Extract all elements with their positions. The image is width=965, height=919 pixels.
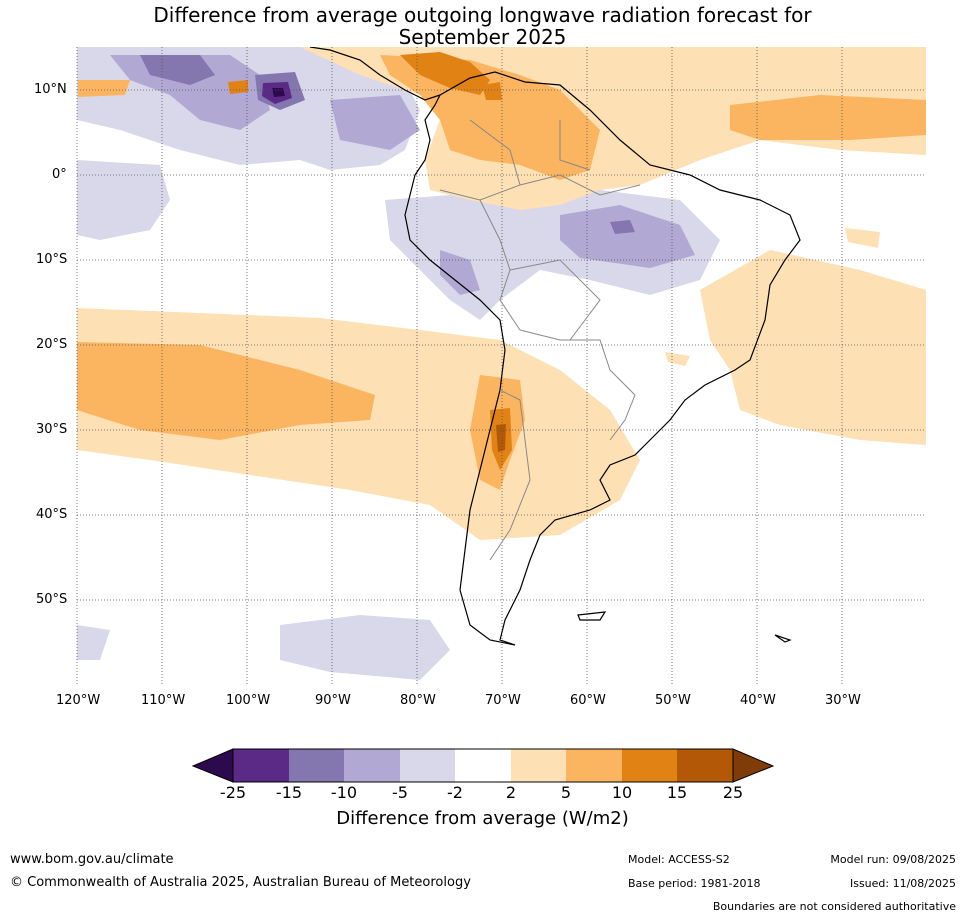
region-neg-medium-2 bbox=[330, 95, 420, 150]
lat-label-50s: 50°S bbox=[36, 592, 68, 607]
base-period: Base period: 1981-2018 bbox=[628, 877, 761, 890]
disclaimer-text: Boundaries are not considered authoritat… bbox=[712, 900, 956, 913]
region-pos-medium-pacific bbox=[77, 342, 375, 440]
colorbar-tick-label: -25 bbox=[219, 783, 247, 802]
colorbar-tick-label: 25 bbox=[722, 783, 744, 802]
colorbar bbox=[191, 748, 775, 783]
region-neg-light-southwest bbox=[77, 625, 110, 660]
issued-date: Issued: 11/08/2025 bbox=[849, 877, 956, 890]
colorbar-tick-label: -5 bbox=[392, 783, 408, 802]
title-line-1: Difference from average outgoing longwav… bbox=[153, 3, 812, 27]
region-neg-light-eq-west bbox=[77, 160, 170, 240]
colorbar-tick-label: 5 bbox=[560, 783, 572, 802]
lat-label-40s: 40°S bbox=[36, 507, 68, 522]
region-neg-dark-3 bbox=[610, 220, 635, 234]
lon-label-70w: 70°W bbox=[485, 693, 521, 708]
chart-title: Difference from average outgoing longwav… bbox=[0, 4, 965, 48]
region-pos-dark-3 bbox=[228, 80, 248, 94]
region-pos-light-patch bbox=[845, 228, 880, 248]
colorbar-bin-4 bbox=[400, 749, 455, 782]
region-neg-medium-3 bbox=[560, 205, 695, 268]
colorbar-tick-label: -2 bbox=[447, 783, 463, 802]
country-borders bbox=[439, 119, 641, 561]
colorbar-bin-3 bbox=[344, 749, 400, 782]
colorbar-bin-2 bbox=[289, 749, 344, 782]
region-pos-dark-1 bbox=[400, 52, 490, 95]
lat-label-20s: 20°S bbox=[36, 337, 68, 352]
lat-label-10s: 10°S bbox=[36, 252, 68, 267]
colorbar-tick-label: -10 bbox=[330, 783, 358, 802]
colorbar-title: Difference from average (W/m2) bbox=[336, 808, 629, 829]
colorbar-tick-label: 15 bbox=[666, 783, 688, 802]
region-pos-medium-atlantic bbox=[730, 95, 926, 140]
central-america-coast bbox=[309, 47, 441, 101]
colorbar-bin-9 bbox=[677, 749, 733, 782]
colorbar-bin-8 bbox=[622, 749, 677, 782]
coastline bbox=[309, 47, 801, 646]
border-2 bbox=[519, 174, 641, 196]
south-georgia bbox=[774, 634, 792, 643]
lat-label-30s: 30°S bbox=[36, 422, 68, 437]
border-6 bbox=[559, 120, 591, 171]
colorbar-bin-1 bbox=[233, 749, 289, 782]
lat-label-10n: 10°N bbox=[34, 82, 67, 97]
border-4 bbox=[519, 329, 636, 441]
region-pos-light-patch-2 bbox=[665, 352, 690, 366]
website-link[interactable]: www.bom.gov.au/climate bbox=[10, 852, 174, 867]
colorbar-outline bbox=[232, 748, 734, 783]
lon-label-120w: 120°W bbox=[56, 693, 101, 708]
region-neg-core bbox=[272, 88, 285, 97]
lon-label-30w: 30°W bbox=[825, 693, 861, 708]
lon-label-80w: 80°W bbox=[400, 693, 436, 708]
colorbar-low-extension bbox=[191, 748, 234, 783]
model-name: Model: ACCESS-S2 bbox=[628, 853, 730, 866]
lon-label-90w: 90°W bbox=[315, 693, 351, 708]
region-pos-dark-4 bbox=[482, 82, 502, 100]
region-pos-medium-colombia bbox=[380, 55, 600, 180]
colorbar-tick-label: -15 bbox=[275, 783, 303, 802]
lon-label-60w: 60°W bbox=[570, 693, 606, 708]
south-america-coast bbox=[404, 71, 801, 646]
colorbar-tick-label: 10 bbox=[611, 783, 633, 802]
region-pos-medium-caribbean bbox=[78, 80, 130, 97]
title-line-2: September 2025 bbox=[398, 25, 567, 49]
colorbar-high-extension bbox=[732, 748, 775, 783]
region-neg-dark-1 bbox=[140, 55, 215, 85]
region-pos-light-east-south bbox=[700, 250, 926, 445]
anomaly-field bbox=[77, 47, 926, 685]
copyright-text: © Commonwealth of Australia 2025, Austra… bbox=[10, 875, 471, 890]
colorbar-tick-label: 2 bbox=[505, 783, 517, 802]
lat-label-0: 0° bbox=[52, 167, 67, 182]
model-run-date: Model run: 09/08/2025 bbox=[830, 853, 956, 866]
region-pos-deep-andes bbox=[496, 424, 506, 452]
colorbar-bin-6 bbox=[511, 749, 566, 782]
colorbar-bin-5 bbox=[455, 749, 511, 782]
lon-label-110w: 110°W bbox=[141, 693, 186, 708]
falklands bbox=[577, 611, 607, 621]
border-7 bbox=[489, 389, 531, 561]
lon-label-40w: 40°W bbox=[740, 693, 776, 708]
region-neg-light-south bbox=[280, 615, 450, 680]
lon-label-100w: 100°W bbox=[226, 693, 271, 708]
region-neg-medium-4 bbox=[440, 250, 480, 295]
lon-label-50w: 50°W bbox=[655, 693, 691, 708]
colorbar-bin-7 bbox=[566, 749, 622, 782]
gridlines bbox=[76, 47, 926, 685]
border-5 bbox=[509, 259, 601, 341]
